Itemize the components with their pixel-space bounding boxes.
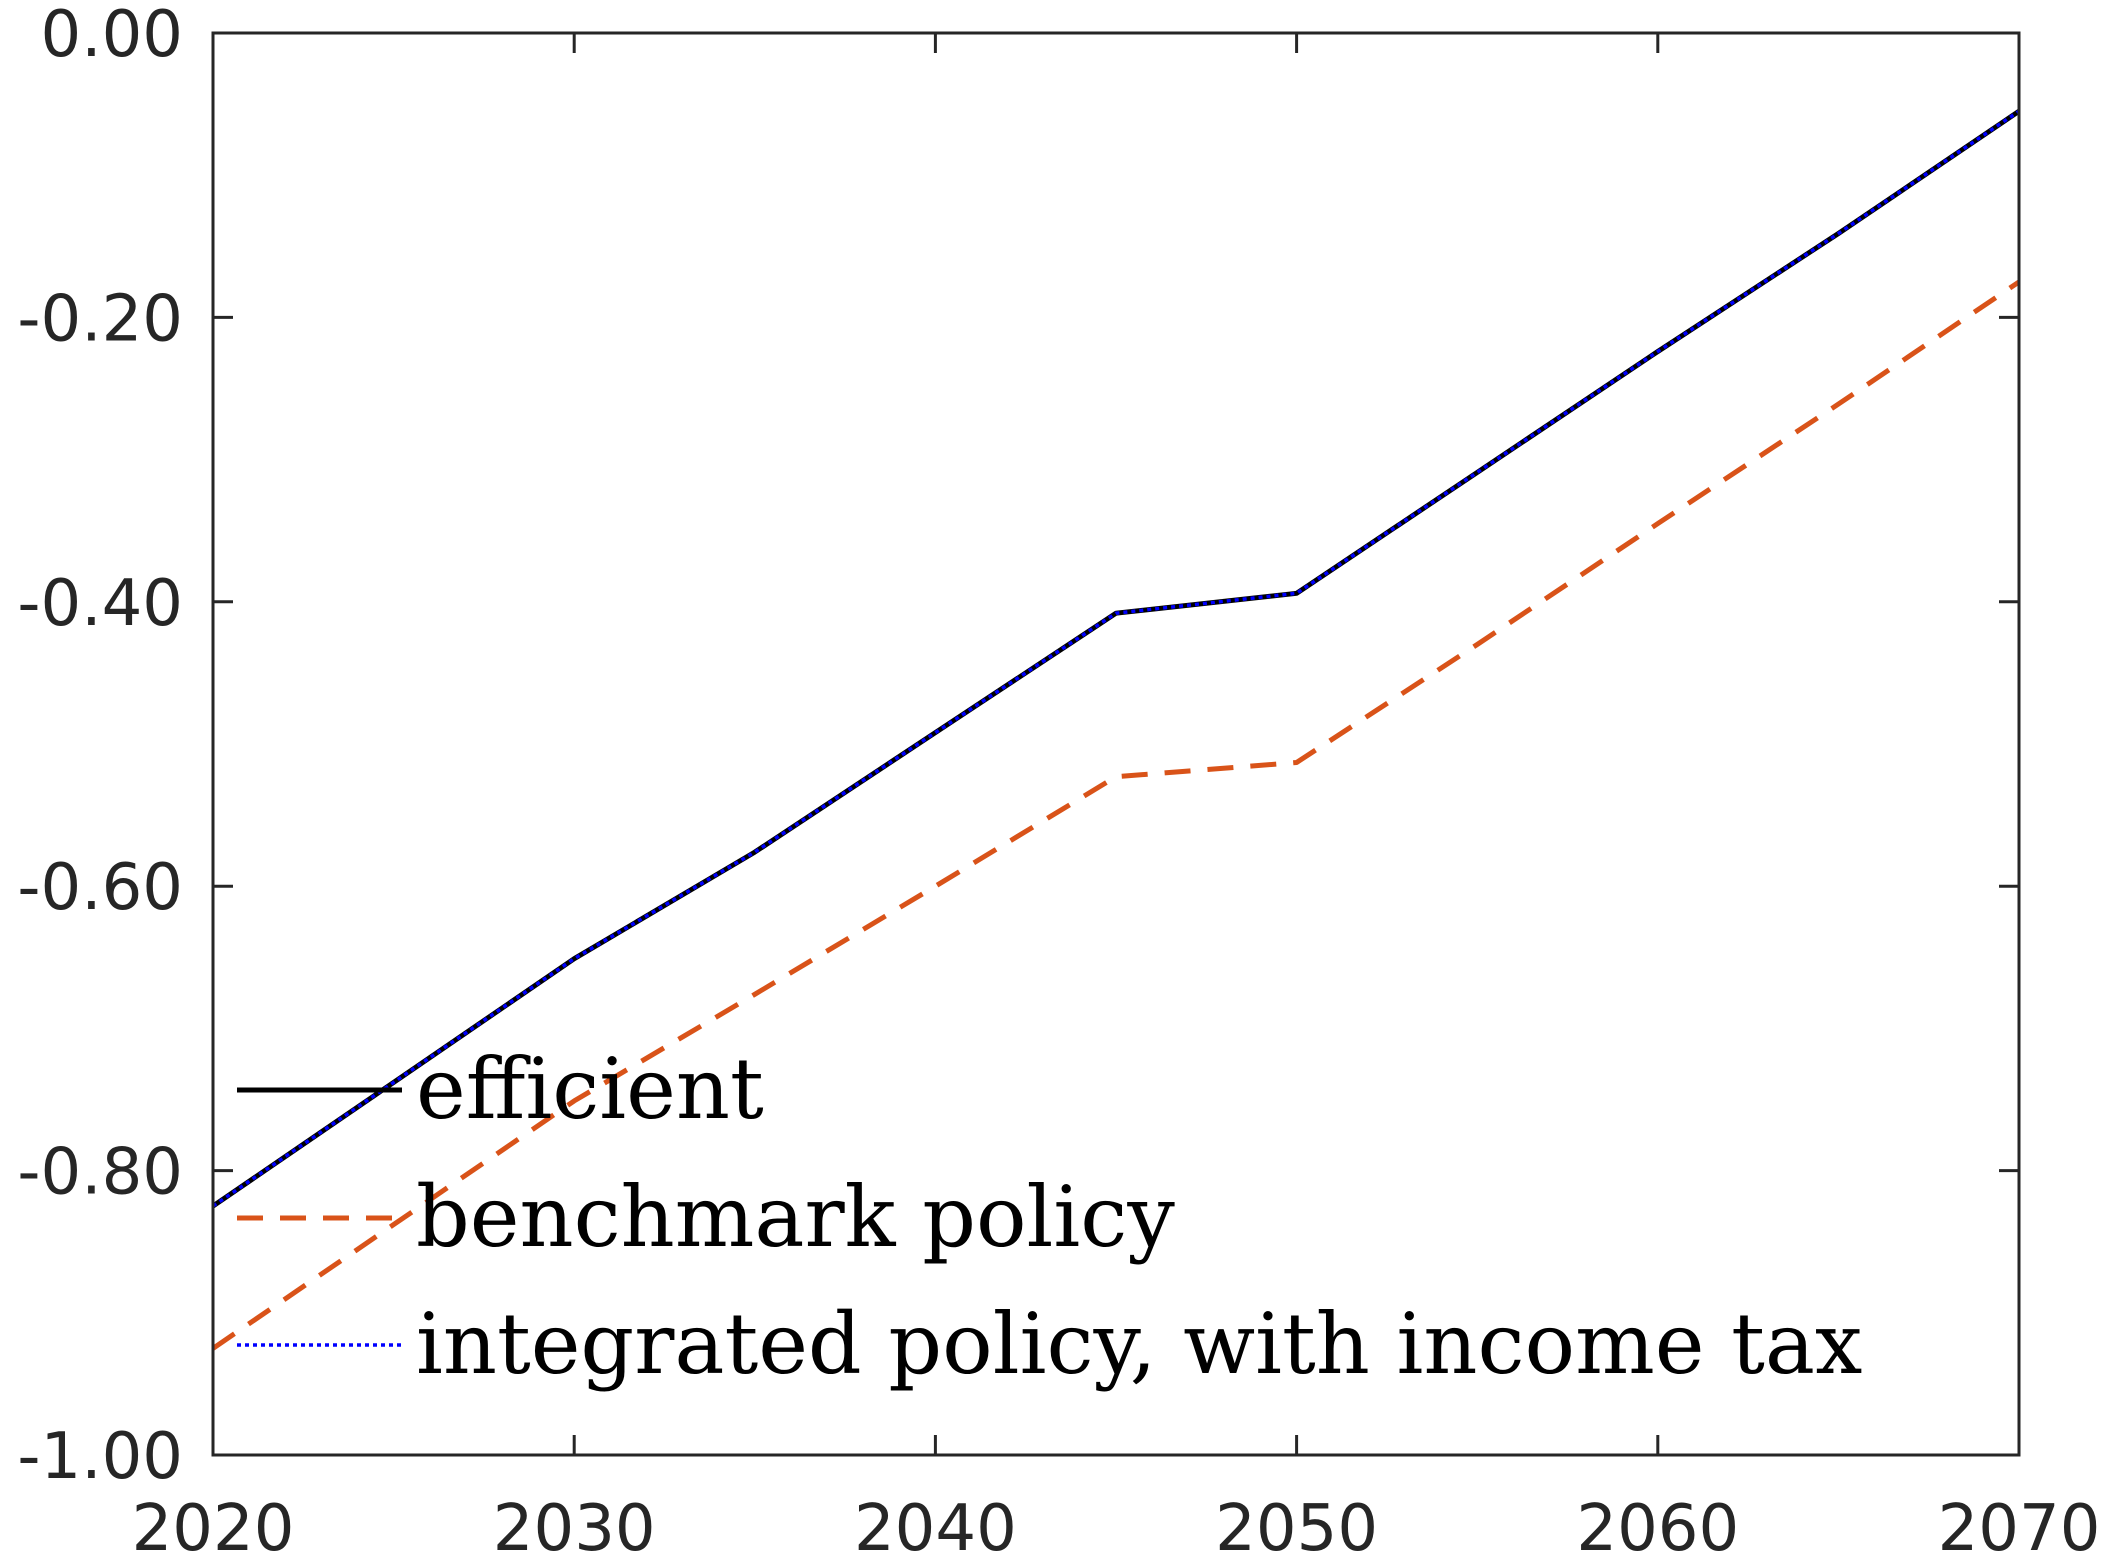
legend-label: benchmark policy (416, 1168, 1175, 1266)
x-tick-label: 2040 (854, 1492, 1017, 1554)
legend-label: integrated policy, with income tax (416, 1295, 1862, 1393)
y-tick-label: -0.60 (17, 851, 183, 925)
axis-ticks: 2020 2030 2040 2050 2060 2070 0.00 -0.20 -0.40 -0… (17, 0, 2100, 1554)
y-tick-label: -0.80 (17, 1136, 183, 1210)
y-tick-label: -1.00 (17, 1420, 183, 1494)
x-tick-label: 2030 (493, 1492, 656, 1554)
y-tick-label: -0.40 (17, 567, 183, 641)
y-tick-label: 0.00 (41, 0, 184, 72)
x-tick-label: 2050 (1215, 1492, 1378, 1554)
y-tick-label: -0.20 (17, 282, 183, 356)
legend: efficient benchmark policy integrated poli… (237, 1040, 1862, 1393)
x-tick-label: 2060 (1576, 1492, 1739, 1554)
legend-label: efficient (416, 1040, 764, 1138)
x-tick-label: 2070 (1938, 1492, 2101, 1554)
series-line-integrated-policy-with-income-tax (212, 109, 2020, 1208)
plot-area-frame (211, 31, 2021, 1457)
series-line-benchmark-policy (211, 279, 2021, 1351)
x-tick-label: 2020 (132, 1492, 295, 1554)
series-layer (211, 109, 2021, 1351)
